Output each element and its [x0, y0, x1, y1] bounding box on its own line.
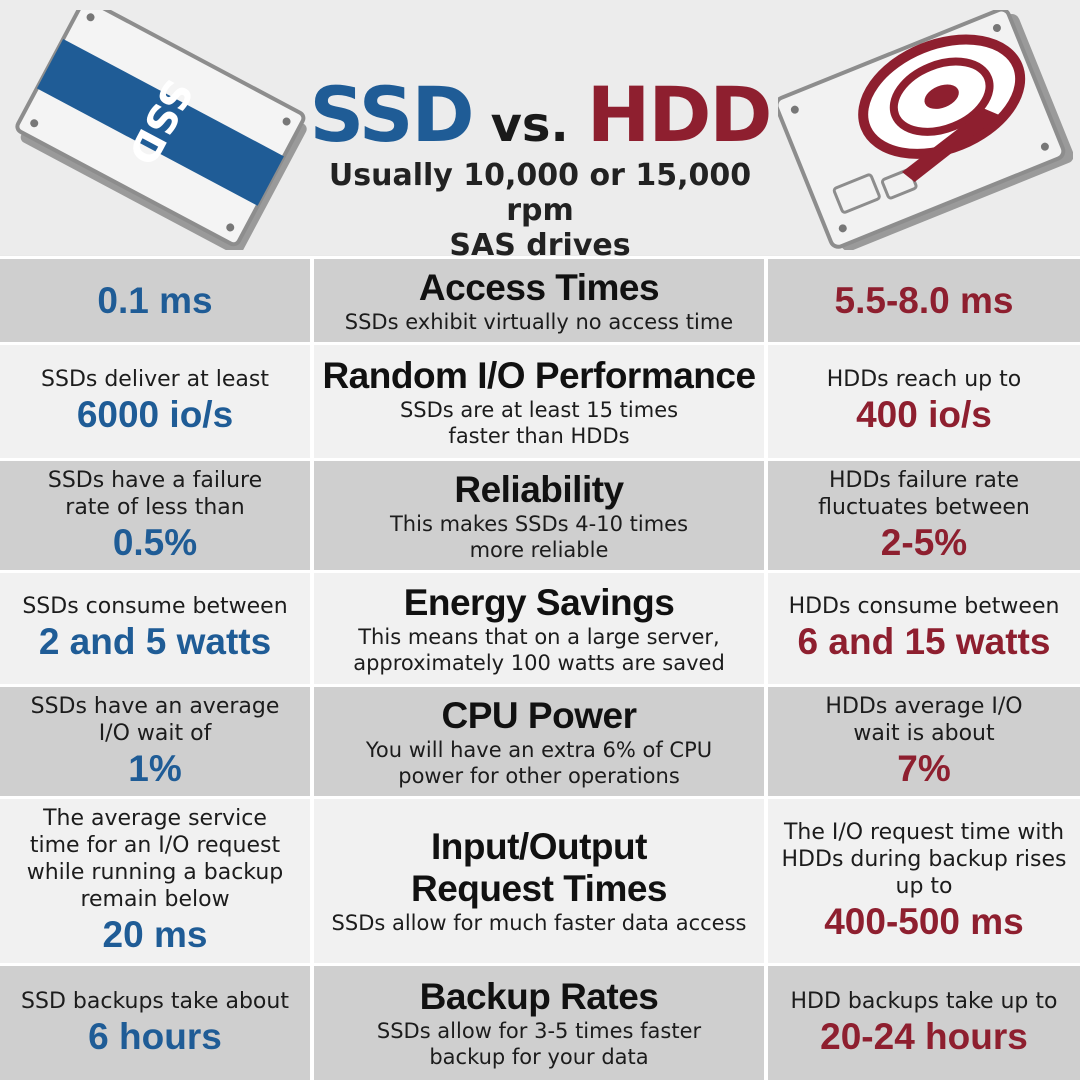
ssd-drive-icon: SSD — [15, 10, 307, 250]
hdd-label: HDDs consume between — [788, 594, 1060, 619]
ssd-value: 1% — [128, 747, 182, 789]
ssd-label: SSD backups take about — [21, 988, 289, 1014]
table-row: SSDs consume between 2 and 5 watts Energ… — [0, 570, 1080, 684]
table-row: 0.1 ms Access Times SSDs exhibit virtual… — [0, 256, 1080, 342]
header: SSD SSD vs. HDD Usually 10,000 or 15,000… — [0, 0, 1080, 263]
metric-cell: Energy Savings This means that on a larg… — [310, 573, 768, 684]
metric-title: CPU Power — [441, 694, 637, 736]
metric-title: Random I/O Performance — [322, 354, 756, 396]
hdd-value: 2-5% — [880, 521, 968, 563]
hdd-label: The I/O request time with HDDs during ba… — [781, 819, 1067, 899]
title-ssd: SSD — [309, 70, 474, 159]
metric-description: You will have an extra 6% of CPU power f… — [365, 737, 713, 788]
ssd-label: SSDs have a failure rate of less than — [47, 467, 263, 520]
hdd-label: HDDs average I/O wait is about — [825, 693, 1023, 746]
metric-description: SSDs exhibit virtually no access time — [344, 309, 734, 334]
comparison-table: 0.1 ms Access Times SSDs exhibit virtual… — [0, 256, 1080, 1080]
metric-cell: Reliability This makes SSDs 4-10 times m… — [310, 461, 768, 570]
ssd-label: SSDs have an average I/O wait of — [30, 693, 280, 746]
hdd-value: 6 and 15 watts — [797, 621, 1051, 662]
hdd-cell: HDD backups take up to 20-24 hours — [768, 966, 1080, 1080]
hdd-cell: HDDs consume between 6 and 15 watts — [768, 573, 1080, 684]
ssd-value: 0.1 ms — [97, 279, 213, 321]
ssd-value: 20 ms — [102, 914, 208, 955]
ssd-cell: SSD backups take about 6 hours — [0, 966, 310, 1080]
ssd-value: 6 hours — [88, 1015, 222, 1057]
hdd-value: 7% — [897, 747, 951, 789]
metric-title: Energy Savings — [403, 581, 675, 623]
metric-title: Reliability — [454, 468, 624, 510]
metric-title: Access Times — [418, 266, 660, 308]
ssd-value: 2 and 5 watts — [38, 621, 272, 662]
table-row: SSDs have an average I/O wait of 1% CPU … — [0, 684, 1080, 796]
hdd-value: 5.5-8.0 ms — [834, 279, 1014, 321]
ssd-cell: SSDs have a failure rate of less than 0.… — [0, 461, 310, 570]
hdd-cell: HDDs reach up to 400 io/s — [768, 345, 1080, 458]
ssd-value: 0.5% — [112, 521, 198, 563]
hdd-label: HDD backups take up to — [790, 988, 1058, 1014]
ssd-value: 6000 io/s — [76, 394, 234, 435]
metric-description: This means that on a large server, appro… — [353, 624, 725, 675]
ssd-label: SSDs deliver at least — [41, 367, 269, 392]
hdd-cell: The I/O request time with HDDs during ba… — [768, 799, 1080, 963]
ssd-label: SSDs consume between — [22, 594, 288, 619]
hdd-cell: HDDs failure rate fluctuates between 2-5… — [768, 461, 1080, 570]
table-row: SSD backups take about 6 hours Backup Ra… — [0, 963, 1080, 1080]
subtitle-line-1: Usually 10,000 or 15,000 rpm — [328, 158, 752, 228]
table-row: The average service time for an I/O requ… — [0, 796, 1080, 963]
ssd-cell: SSDs deliver at least 6000 io/s — [0, 345, 310, 458]
metric-cell: Random I/O Performance SSDs are at least… — [310, 345, 768, 458]
metric-description: This makes SSDs 4-10 times more reliable — [389, 511, 689, 562]
hdd-value: 20-24 hours — [820, 1015, 1028, 1057]
title-hdd: HDD — [586, 70, 773, 159]
ssd-label: The average service time for an I/O requ… — [26, 806, 284, 912]
hdd-value: 400 io/s — [856, 394, 992, 435]
metric-description: SSDs are at least 15 times faster than H… — [399, 397, 679, 448]
hdd-label: HDDs failure rate fluctuates between — [818, 467, 1030, 520]
ssd-cell: 0.1 ms — [0, 259, 310, 342]
metric-description: SSDs allow for much faster data access — [331, 911, 747, 935]
metric-title: Backup Rates — [419, 976, 659, 1017]
ssd-cell: SSDs consume between 2 and 5 watts — [0, 573, 310, 684]
title-vs: vs. — [490, 97, 569, 153]
hdd-cell: HDDs average I/O wait is about 7% — [768, 687, 1080, 796]
hdd-cell: 5.5-8.0 ms — [768, 259, 1080, 342]
hdd-value: 400-500 ms — [824, 900, 1024, 942]
ssd-cell: SSDs have an average I/O wait of 1% — [0, 687, 310, 796]
metric-title: Input/Output Request Times — [410, 826, 668, 909]
metric-cell: Access Times SSDs exhibit virtually no a… — [310, 259, 768, 342]
metric-cell: Backup Rates SSDs allow for 3-5 times fa… — [310, 966, 768, 1080]
metric-description: SSDs allow for 3-5 times faster backup f… — [376, 1019, 702, 1069]
hdd-drive-icon — [778, 10, 1073, 250]
metric-cell: CPU Power You will have an extra 6% of C… — [310, 687, 768, 796]
table-row: SSDs deliver at least 6000 io/s Random I… — [0, 342, 1080, 458]
page-title: SSD vs. HDD — [300, 70, 780, 165]
ssd-cell: The average service time for an I/O requ… — [0, 799, 310, 963]
table-row: SSDs have a failure rate of less than 0.… — [0, 458, 1080, 570]
page-subtitle: Usually 10,000 or 15,000 rpm SAS drives — [300, 158, 780, 263]
metric-cell: Input/Output Request Times SSDs allow fo… — [310, 799, 768, 963]
hdd-label: HDDs reach up to — [826, 367, 1022, 392]
